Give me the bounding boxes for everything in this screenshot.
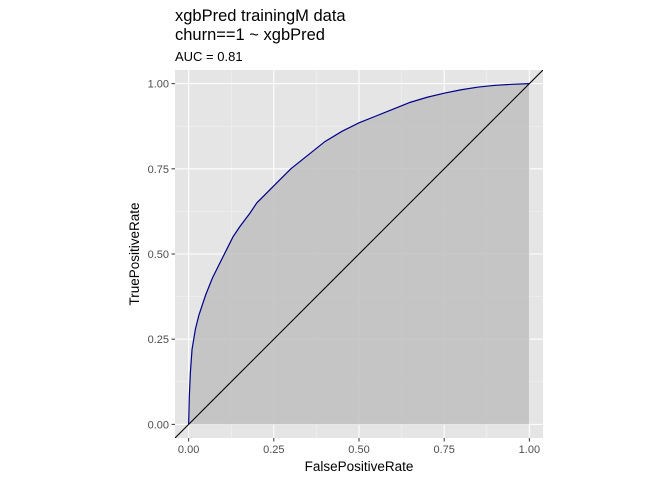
roc-curve [188,83,530,425]
x-tick-label: 1.00 [519,444,540,456]
y-axis: 0.00 0.25 0.50 0.75 1.00 [148,79,175,431]
x-tick-label: 0.50 [348,444,369,456]
chart-subtitle: AUC = 0.81 [175,49,243,64]
x-axis: 0.00 0.25 0.50 0.75 1.00 [178,438,540,456]
x-tick-label: 0.25 [263,444,284,456]
x-tick-label: 0.75 [433,444,454,456]
x-tick-label: 0.00 [178,444,199,456]
y-tick-label: 0.00 [148,419,169,431]
y-tick-label: 0.75 [148,164,169,176]
chart-title-line-1: xgbPred trainingM data [175,7,346,25]
chart-title-line-2: churn==1 ~ xgbPred [175,26,325,44]
y-tick-label: 0.25 [148,334,169,346]
diagonal-reference-line [175,70,543,438]
x-axis-title: FalsePositiveRate [305,459,414,474]
y-axis-title: TruePositiveRate [127,202,142,305]
y-tick-label: 1.00 [148,79,169,91]
y-tick-label: 0.50 [148,249,169,261]
